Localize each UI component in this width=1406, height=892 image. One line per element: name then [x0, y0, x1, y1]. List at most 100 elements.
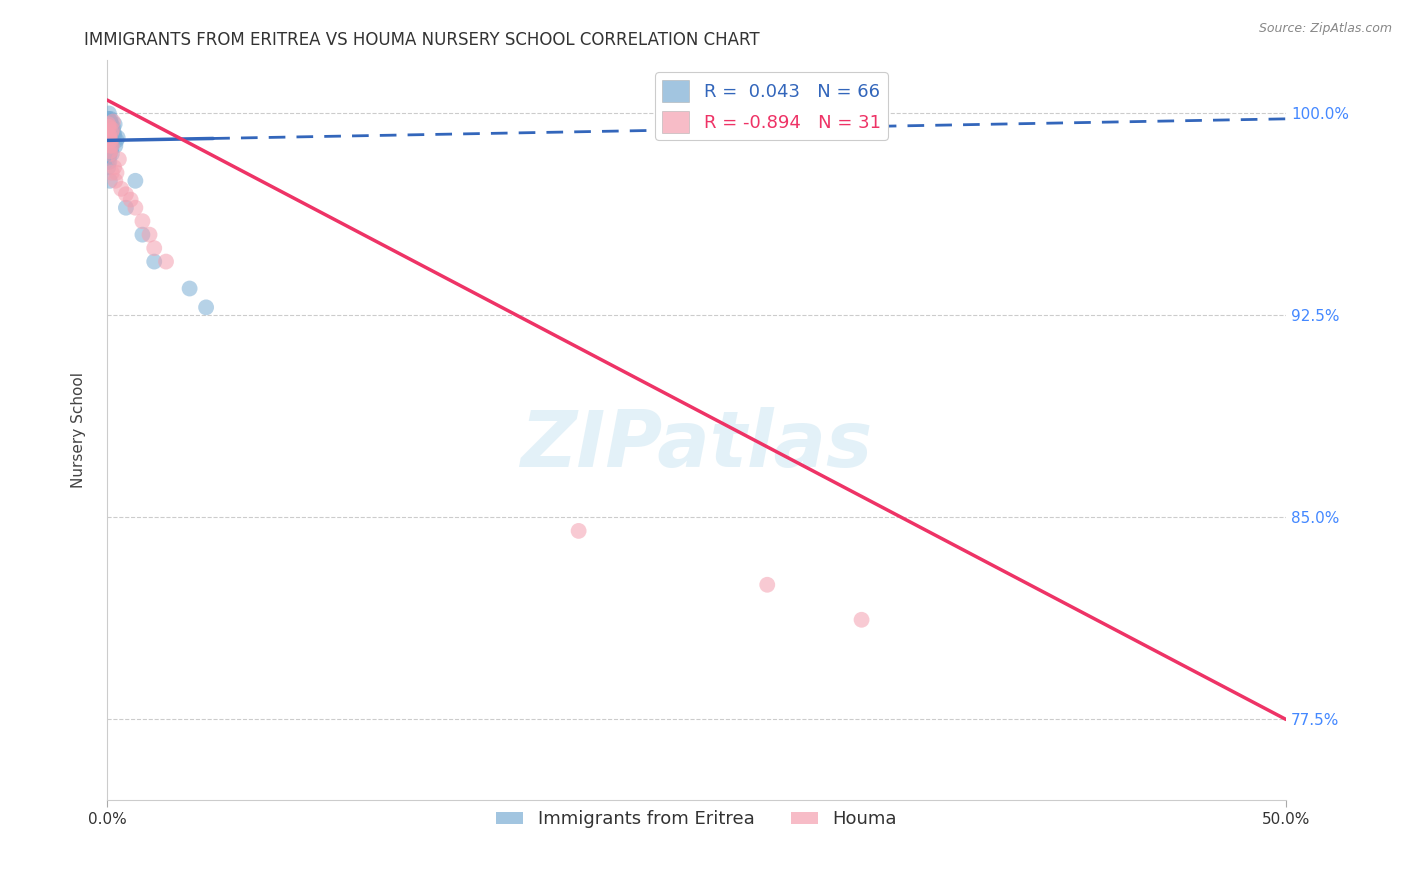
- Point: [115, 187, 138, 202]
- Point: [98, 125, 121, 139]
- Point: [97, 144, 120, 158]
- Point: [143, 241, 166, 255]
- Text: Source: ZipAtlas.com: Source: ZipAtlas.com: [1258, 22, 1392, 36]
- Point: [97, 161, 120, 175]
- Point: [97, 112, 120, 126]
- Point: [101, 122, 124, 136]
- Point: [97, 112, 120, 126]
- Point: [97, 130, 120, 145]
- Point: [100, 138, 122, 153]
- Point: [100, 114, 122, 128]
- Point: [98, 122, 121, 136]
- Point: [105, 166, 128, 180]
- Point: [98, 125, 121, 139]
- Point: [100, 112, 122, 126]
- Point: [98, 144, 121, 158]
- Point: [97, 117, 120, 131]
- Point: [97, 146, 120, 161]
- Point: [195, 301, 218, 315]
- Point: [98, 146, 121, 161]
- Point: [131, 214, 153, 228]
- Point: [100, 125, 122, 139]
- Point: [101, 120, 124, 134]
- Point: [98, 138, 121, 153]
- Point: [97, 120, 120, 134]
- Point: [98, 114, 121, 128]
- Point: [97, 120, 120, 134]
- Point: [100, 141, 122, 155]
- Point: [105, 133, 128, 147]
- Point: [124, 201, 146, 215]
- Point: [103, 161, 125, 175]
- Point: [97, 141, 120, 155]
- Point: [97, 117, 120, 131]
- Point: [100, 133, 122, 147]
- Point: [98, 120, 121, 134]
- Point: [97, 128, 120, 142]
- Point: [97, 128, 120, 142]
- Point: [101, 146, 124, 161]
- Point: [124, 174, 146, 188]
- Point: [97, 150, 120, 164]
- Point: [101, 166, 124, 180]
- Point: [104, 174, 127, 188]
- Point: [155, 254, 177, 268]
- Point: [97, 133, 120, 147]
- Point: [97, 138, 120, 153]
- Point: [97, 120, 120, 134]
- Point: [138, 227, 160, 242]
- Point: [98, 120, 121, 134]
- Point: [97, 106, 120, 120]
- Point: [97, 136, 120, 150]
- Point: [100, 138, 122, 153]
- Y-axis label: Nursery School: Nursery School: [72, 372, 86, 488]
- Point: [97, 128, 120, 142]
- Point: [97, 128, 120, 142]
- Point: [107, 130, 129, 145]
- Point: [101, 122, 124, 136]
- Point: [101, 133, 124, 147]
- Point: [98, 133, 121, 147]
- Point: [97, 117, 120, 131]
- Text: ZIPatlas: ZIPatlas: [520, 407, 873, 483]
- Point: [97, 133, 120, 147]
- Point: [97, 155, 120, 169]
- Point: [851, 613, 873, 627]
- Point: [98, 136, 121, 150]
- Point: [104, 117, 127, 131]
- Point: [568, 524, 591, 538]
- Point: [98, 155, 121, 169]
- Point: [97, 130, 120, 145]
- Point: [97, 128, 120, 142]
- Point: [756, 578, 779, 592]
- Point: [98, 138, 121, 153]
- Point: [97, 150, 120, 164]
- Point: [104, 138, 127, 153]
- Point: [98, 114, 121, 128]
- Point: [100, 120, 122, 134]
- Point: [98, 146, 121, 161]
- Point: [143, 254, 166, 268]
- Point: [101, 138, 124, 153]
- Legend: Immigrants from Eritrea, Houma: Immigrants from Eritrea, Houma: [489, 803, 904, 836]
- Point: [97, 122, 120, 136]
- Point: [120, 193, 142, 207]
- Point: [131, 227, 153, 242]
- Point: [97, 122, 120, 136]
- Point: [98, 174, 121, 188]
- Text: IMMIGRANTS FROM ERITREA VS HOUMA NURSERY SCHOOL CORRELATION CHART: IMMIGRANTS FROM ERITREA VS HOUMA NURSERY…: [84, 31, 761, 49]
- Point: [108, 153, 131, 167]
- Point: [110, 182, 132, 196]
- Point: [100, 133, 122, 147]
- Point: [97, 125, 120, 139]
- Point: [98, 128, 121, 142]
- Point: [97, 144, 120, 158]
- Point: [101, 114, 124, 128]
- Point: [103, 125, 125, 139]
- Point: [97, 133, 120, 147]
- Point: [103, 128, 125, 142]
- Point: [98, 130, 121, 145]
- Point: [100, 117, 122, 131]
- Point: [115, 201, 138, 215]
- Point: [179, 281, 201, 295]
